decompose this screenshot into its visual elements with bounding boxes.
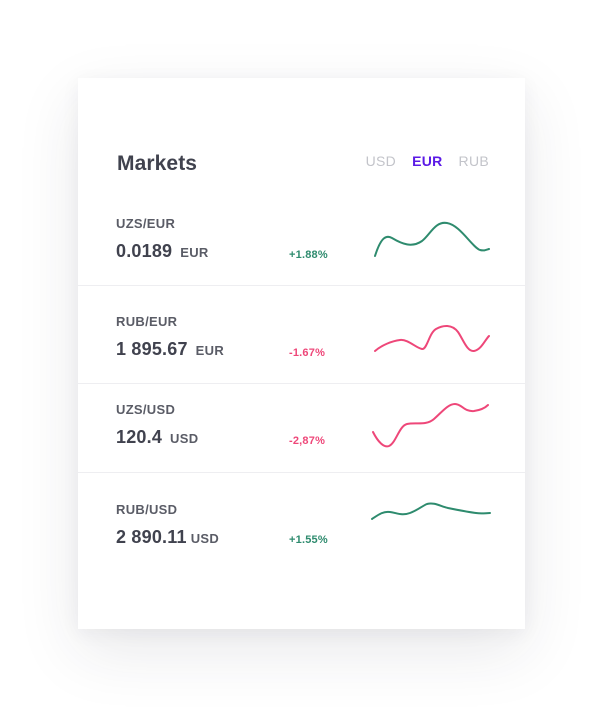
pair-label: UZS/EUR — [116, 216, 176, 231]
change-percent: +1.88% — [289, 249, 328, 261]
change-percent: -1.67% — [289, 347, 326, 359]
price-unit: USD — [170, 431, 199, 446]
sparkline-chart — [371, 502, 491, 520]
sparkline-path — [374, 221, 490, 257]
price-line: 2 890.11 USD — [116, 526, 219, 550]
price-line: 1 895.67 EUR — [116, 338, 224, 362]
row-divider — [78, 472, 525, 473]
sparkline-chart — [374, 325, 490, 352]
price-line: 0.0189 EUR — [116, 240, 209, 264]
pair-label: RUB/USD — [116, 502, 178, 517]
price-unit: EUR — [180, 245, 209, 260]
sparkline-chart — [374, 221, 490, 257]
market-row-rub-usd[interactable]: RUB/USD 2 890.11 USD +1.55% — [78, 473, 525, 573]
sparkline-chart — [372, 403, 489, 448]
sparkline-path — [371, 502, 491, 520]
price-unit: EUR — [195, 343, 225, 358]
tab-eur[interactable]: EUR — [412, 153, 443, 169]
tab-usd[interactable]: USD — [365, 153, 397, 169]
market-row-uzs-eur[interactable]: UZS/EUR 0.0189 EUR +1.88% — [78, 78, 525, 285]
currency-tabs: USD EUR RUB — [366, 152, 489, 170]
change-percent: +1.55% — [289, 534, 328, 546]
tab-rub[interactable]: RUB — [458, 153, 489, 169]
row-divider — [78, 285, 525, 286]
pair-label: UZS/USD — [116, 402, 176, 417]
change-percent: -2,87% — [289, 435, 326, 447]
pair-label: RUB/EUR — [116, 314, 178, 329]
price-value: 1 895.67 — [116, 339, 188, 359]
markets-card: Markets USD EUR RUB UZS/EUR 0.0189 EUR +1… — [78, 78, 525, 629]
market-row-rub-eur[interactable]: RUB/EUR 1 895.67 EUR -1.67% — [78, 286, 525, 383]
market-row-uzs-usd[interactable]: UZS/USD 120.4 USD -2,87% — [78, 384, 525, 472]
sparkline-path — [374, 325, 490, 352]
row-divider — [78, 383, 525, 384]
sparkline-path — [372, 403, 489, 448]
price-line: 120.4 USD — [116, 426, 198, 450]
card-title: Markets — [117, 152, 198, 175]
price-value: 0.0189 — [116, 241, 173, 261]
price-unit: USD — [190, 531, 220, 546]
price-value: 120.4 — [116, 427, 163, 447]
price-value: 2 890.11 — [116, 527, 187, 547]
